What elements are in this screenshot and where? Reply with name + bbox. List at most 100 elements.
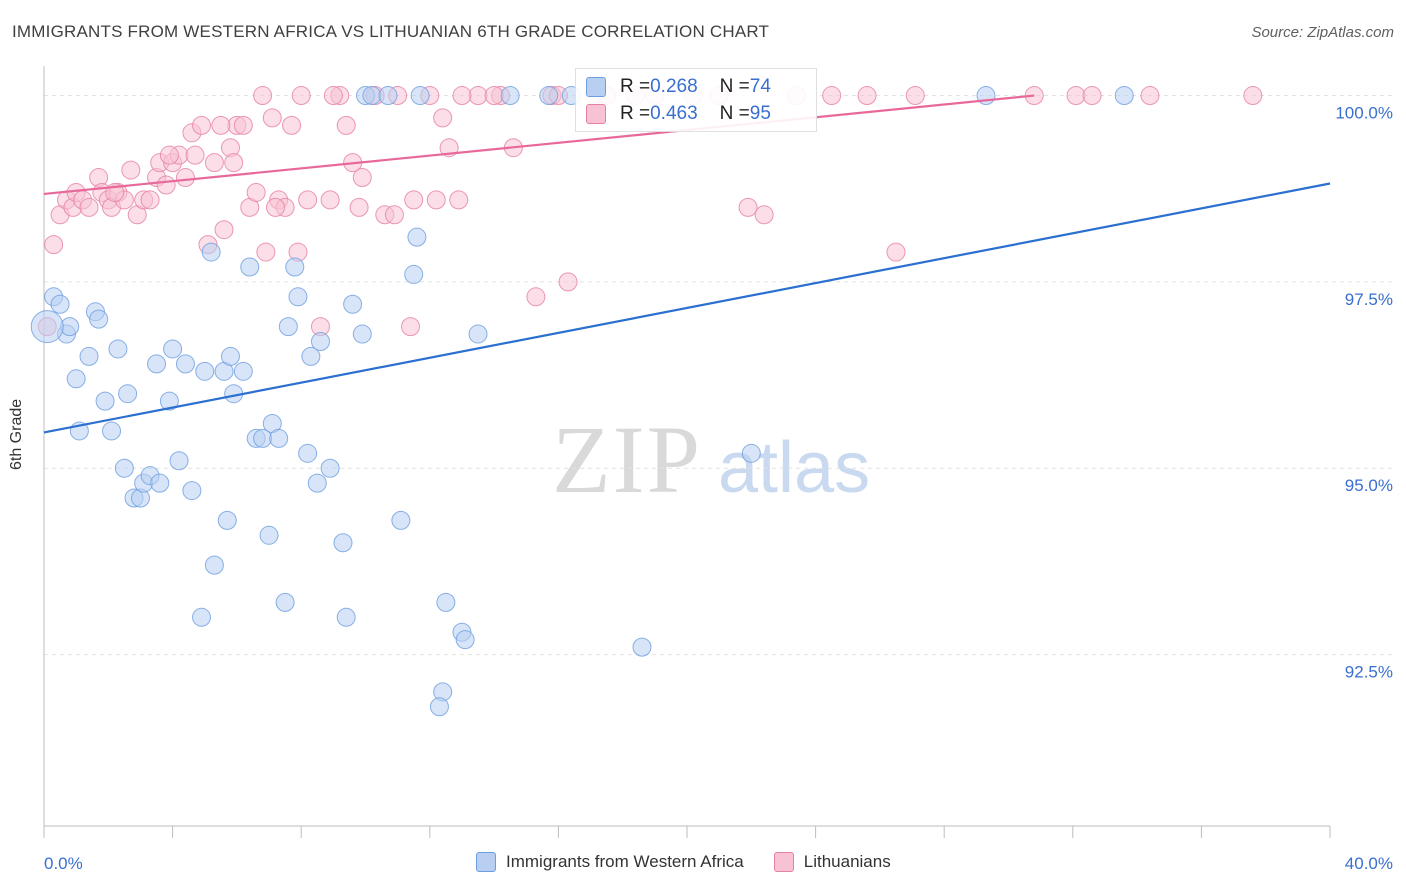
y-tick-label: 92.5% (1345, 663, 1393, 682)
legend-item-lithuanians[interactable]: Lithuanians (773, 852, 891, 872)
n-label: N = (719, 76, 750, 97)
data-point-lithuanians (1066, 86, 1086, 106)
data-point-lithuanians (262, 108, 282, 128)
data-point-lithuanians (468, 86, 488, 106)
data-point-lithuanians (159, 145, 179, 165)
data-point-western-africa (1114, 86, 1134, 106)
data-point-lithuanians (211, 115, 231, 135)
legend-item-western-africa[interactable]: Immigrants from Western Africa (476, 852, 744, 872)
data-point-western-africa (108, 339, 128, 359)
data-point-western-africa (310, 332, 330, 352)
data-point-lithuanians (79, 197, 99, 217)
trendline-western-africa (43, 182, 1331, 434)
r-label: R = (620, 76, 651, 97)
data-point-western-africa (217, 510, 237, 530)
data-point-lithuanians (822, 86, 842, 106)
data-point-western-africa (404, 264, 424, 284)
y-tick-label: 97.5% (1345, 290, 1393, 309)
data-point-western-africa (333, 533, 353, 553)
data-point-western-africa (362, 86, 382, 106)
data-point-western-africa (407, 227, 427, 247)
data-point-western-africa (285, 257, 305, 277)
data-point-lithuanians (140, 190, 160, 210)
data-point-western-africa (298, 443, 318, 463)
legend-label: Lithuanians (803, 852, 891, 871)
data-point-western-africa (455, 630, 475, 650)
n-value: 95 (749, 103, 771, 124)
data-point-lithuanians (246, 182, 266, 202)
data-point-lithuanians (384, 205, 404, 225)
data-point-western-africa (352, 324, 372, 344)
data-point-western-africa (118, 384, 138, 404)
trendline-lithuanians (43, 94, 1035, 196)
stats-legend: R = 0.268 N = 74 R = 0.463 N = 95 (575, 68, 817, 132)
data-point-western-africa (632, 637, 652, 657)
data-point-lithuanians (349, 197, 369, 217)
data-point-western-africa (175, 354, 195, 374)
data-point-lithuanians (433, 108, 453, 128)
data-point-lithuanians (291, 86, 311, 106)
legend-swatch-blue (586, 77, 606, 97)
series-western-africa (30, 86, 1134, 717)
data-point-western-africa (89, 309, 109, 329)
data-point-lithuanians (905, 86, 925, 106)
data-point-western-africa (275, 592, 295, 612)
legend-swatch-pink (773, 852, 794, 872)
stats-row-lithuanians: R = 0.463 N = 95 (586, 102, 771, 126)
data-point-western-africa (79, 346, 99, 366)
data-point-western-africa (278, 317, 298, 337)
data-point-lithuanians (452, 86, 472, 106)
data-point-western-africa (169, 451, 189, 471)
data-point-lithuanians (754, 205, 774, 225)
data-point-lithuanians (352, 168, 372, 188)
data-point-western-africa (336, 607, 356, 627)
data-point-lithuanians (1082, 86, 1102, 106)
x-tick-label: 0.0% (44, 854, 83, 873)
series-legend: Immigrants from Western Africa Lithuania… (476, 852, 921, 872)
data-point-western-africa (301, 346, 321, 366)
data-point-western-africa (204, 555, 224, 575)
data-point-western-africa (307, 473, 327, 493)
data-point-western-africa (150, 473, 170, 493)
y-tick-label: 100.0% (1335, 104, 1393, 123)
data-point-lithuanians (320, 190, 340, 210)
legend-label: Immigrants from Western Africa (506, 852, 744, 871)
data-point-western-africa (500, 86, 520, 106)
data-point-lithuanians (1243, 86, 1263, 106)
data-point-lithuanians (214, 220, 234, 240)
data-point-western-africa (159, 391, 179, 411)
data-point-lithuanians (298, 190, 318, 210)
data-point-western-africa (182, 481, 202, 501)
data-point-lithuanians (156, 175, 176, 195)
n-label: N = (719, 103, 750, 124)
data-point-lithuanians (449, 190, 469, 210)
data-point-lithuanians (426, 190, 446, 210)
data-point-western-africa (50, 294, 70, 314)
data-point-western-africa (269, 428, 289, 448)
watermark-zip: ZIP (552, 406, 702, 513)
data-point-lithuanians (192, 115, 212, 135)
r-value: 0.463 (650, 103, 698, 124)
data-point-lithuanians (256, 242, 276, 262)
chart-title: IMMIGRANTS FROM WESTERN AFRICA VS LITHUA… (12, 22, 770, 41)
data-point-western-africa (147, 354, 167, 374)
data-point-western-africa (192, 607, 212, 627)
data-point-western-africa (343, 294, 363, 314)
data-point-lithuanians (253, 86, 273, 106)
data-point-western-africa (163, 339, 183, 359)
data-point-western-africa (233, 361, 253, 381)
source-label: Source: ZipAtlas.com (1251, 24, 1394, 41)
data-point-western-africa (102, 421, 122, 441)
data-point-western-africa (66, 369, 86, 389)
data-point-western-africa (259, 525, 279, 545)
data-point-lithuanians (404, 190, 424, 210)
data-point-lithuanians (265, 197, 285, 217)
data-point-lithuanians (121, 160, 141, 180)
data-point-western-africa (240, 257, 260, 277)
data-point-lithuanians (484, 86, 504, 106)
data-point-western-africa (30, 310, 64, 344)
n-value: 74 (749, 76, 771, 97)
data-point-western-africa (201, 242, 221, 262)
data-point-western-africa (741, 443, 761, 463)
